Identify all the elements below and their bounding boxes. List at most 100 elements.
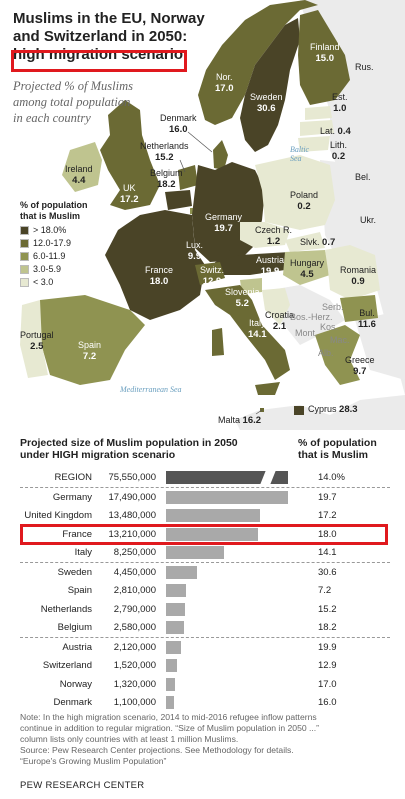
label-hungary: Hungary 4.5 <box>290 258 325 280</box>
sardinia-shape <box>212 328 224 356</box>
pct-value: 19.9 <box>318 641 337 653</box>
label-albania: Alb. <box>318 348 334 358</box>
note-line-2: continue in addition to regular migratio… <box>20 723 320 733</box>
mediterranean-sea-label: Mediterranean Sea <box>120 385 182 394</box>
spain-shape <box>40 295 145 385</box>
legend-swatch-4 <box>20 264 29 274</box>
label-serbia: Serb. <box>322 302 344 312</box>
country-name: REGION <box>54 472 92 483</box>
label-macedonia: Mac. <box>330 335 350 345</box>
group-divider <box>20 486 390 488</box>
country-name: France <box>62 528 92 540</box>
bar-row-belgium: Belgium 2,580,000 18.2 <box>0 619 405 637</box>
population-bar <box>166 546 224 559</box>
population-value: 75,550,000 <box>108 472 156 483</box>
label-czech: Czech R. 1.2 <box>255 225 293 247</box>
bulgaria-shape <box>340 295 378 322</box>
label-belgium: Belgium 18.2 <box>150 168 183 190</box>
sicily-shape <box>255 382 280 395</box>
pct-column-header: % of population that is Muslim <box>298 437 398 461</box>
russia-land <box>330 50 405 195</box>
label-slovakia: Slvk. 0.7 <box>300 237 336 248</box>
country-name: Sweden <box>57 566 92 578</box>
label-bosnia: Bos.-Herz. <box>290 312 333 322</box>
croatia-shape <box>262 288 290 325</box>
finland-shape <box>298 10 350 105</box>
note-line-3: column lists only countries with at leas… <box>20 734 239 744</box>
population-value: 2,580,000 <box>113 622 156 633</box>
label-estonia: Est. 1.0 <box>332 92 348 114</box>
norway-shape <box>198 0 318 125</box>
label-bulgaria: Bul. 11.6 <box>358 308 376 330</box>
population-value: 2,790,000 <box>113 603 156 615</box>
country-name: Austria <box>62 641 92 653</box>
legend-title-line-1: % of population <box>20 200 88 210</box>
bar-row-norway: Norway 1,320,000 17.0 <box>0 676 405 694</box>
title-line-2: and Switzerland in 2050: <box>13 28 188 45</box>
pct-value: 14.1 <box>318 547 337 558</box>
bar-row-austria: Austria 2,120,000 19.9 <box>0 639 405 657</box>
label-greece: Greece 9.7 <box>345 355 375 377</box>
population-bar <box>166 602 186 616</box>
legend-item-5: < 3.0 <box>20 277 53 287</box>
greece-shape <box>315 325 360 385</box>
country-name: Netherlands <box>40 603 92 615</box>
label-malta: Malta 16.2 <box>218 415 262 426</box>
label-spain: Spain 7.2 <box>78 340 102 362</box>
romania-shape <box>325 245 380 300</box>
country-name: Germany <box>52 491 92 503</box>
netherlands-pointer <box>179 159 186 173</box>
subtitle-line-3: in each country <box>13 111 91 125</box>
label-croatia: Croatia 2.1 <box>265 310 295 332</box>
label-russia: Rus. <box>355 62 374 72</box>
legend-item-4: 3.0-5.9 <box>20 264 61 274</box>
cyprus-shape <box>294 406 304 415</box>
country-name: Norway <box>59 678 92 690</box>
label-belarus: Bel. <box>355 172 371 182</box>
poland-shape <box>255 155 335 230</box>
label-romania: Romania 0.9 <box>340 265 377 287</box>
pct-value: 18.2 <box>318 622 337 633</box>
population-bar <box>166 565 198 579</box>
label-cyprus: Cyprus 28.3 <box>308 404 358 415</box>
legend-swatch-5 <box>20 277 29 287</box>
map-subtitle: Projected % of Muslims among total popul… <box>13 78 173 126</box>
label-latvia: Lat. 0.4 <box>320 126 351 137</box>
pct-value: 7.2 <box>318 585 332 596</box>
label-denmark: Denmark 16.0 <box>160 113 197 135</box>
bar-row-italy: Italy 8,250,000 14.1 <box>0 544 405 562</box>
legend-swatch-1 <box>20 225 29 235</box>
population-value: 4,450,000 <box>113 566 156 578</box>
pct-value: 14.0% <box>318 472 345 483</box>
legend-label-2: 12.0-17.9 <box>33 238 72 248</box>
pct-value: 16.0 <box>318 697 337 708</box>
portugal-shape <box>20 300 48 378</box>
turkey-land <box>355 310 405 380</box>
pct-value: 18.0 <box>318 528 337 540</box>
legend-label-1: > 18.0% <box>33 225 67 235</box>
label-netherlands: Netherlands 15.2 <box>140 141 189 163</box>
label-norway: Nor. 17.0 <box>215 72 234 94</box>
malta-pointer <box>255 409 263 415</box>
population-value: 1,320,000 <box>113 678 156 690</box>
legend-item-3: 6.0-11.9 <box>20 251 65 261</box>
uk-shape <box>100 100 160 210</box>
pct-header-line-2: that is Muslim <box>298 449 369 461</box>
label-slovenia: Slovenia 5.2 <box>225 287 260 309</box>
legend-label-3: 6.0-11.9 <box>33 251 66 261</box>
pct-value: 17.2 <box>318 510 337 521</box>
belgium-shape <box>165 190 192 210</box>
label-italy: Italy 14.1 <box>248 318 267 340</box>
label-poland: Poland 0.2 <box>290 190 319 212</box>
sweden-shape <box>240 18 300 152</box>
group-divider <box>20 636 390 638</box>
label-switzerland: Switz. 12.9 <box>200 265 225 287</box>
population-value: 13,210,000 <box>108 528 156 540</box>
population-value: 8,250,000 <box>113 547 156 558</box>
bar-row-spain: Spain 2,810,000 7.2 <box>0 582 405 600</box>
denmark-pointer <box>187 131 213 153</box>
bar-row-switzerland: Switzerland 1,520,000 12.9 <box>0 657 405 675</box>
label-portugal: Portugal 2.5 <box>20 330 54 352</box>
bar-row-germany: Germany 17,490,000 19.7 <box>0 489 405 507</box>
note-line-1: Note: In the high migration scenario, 20… <box>20 712 317 722</box>
